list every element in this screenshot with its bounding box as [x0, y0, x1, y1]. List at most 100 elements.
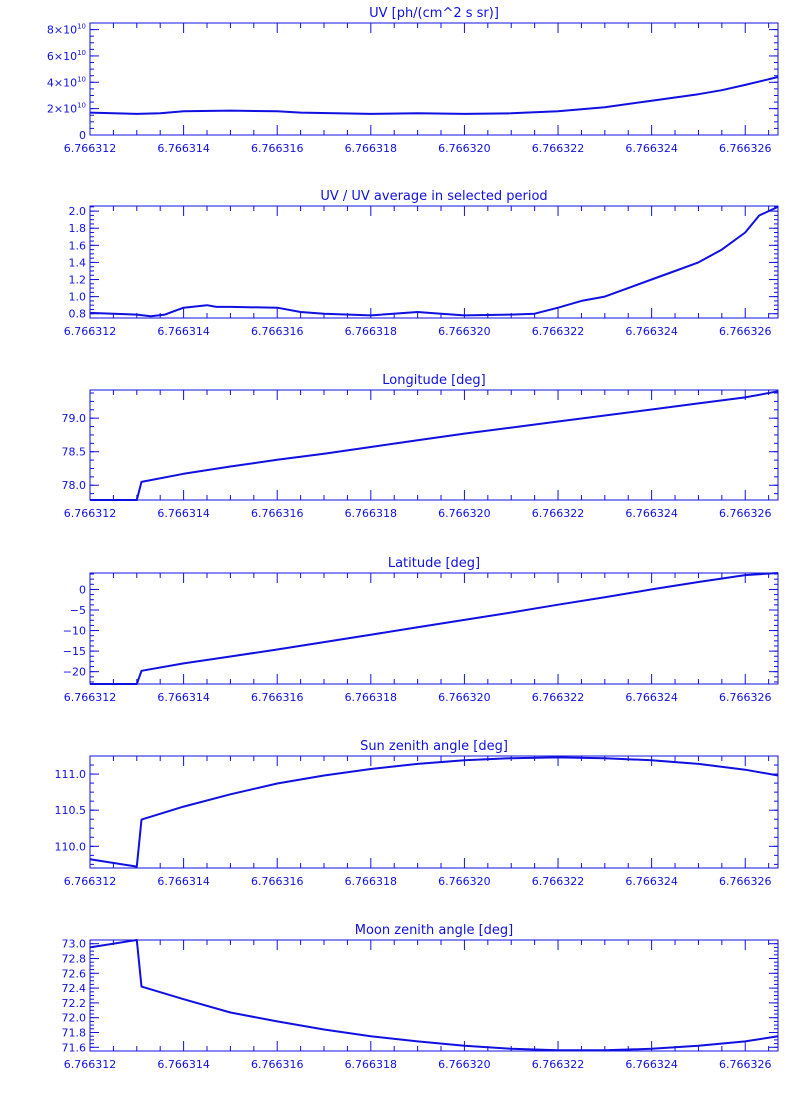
y-tick-label: −10 — [63, 625, 86, 638]
x-tick-label: 6.766324 — [625, 691, 678, 704]
chart-title: Latitude [deg] — [388, 556, 480, 571]
x-tick-label: 6.766324 — [625, 1058, 678, 1071]
y-tick-label: 110.0 — [55, 840, 87, 853]
x-tick-label: 6.766316 — [251, 1058, 304, 1071]
series-line — [89, 76, 779, 115]
chart-title: Sun zenith angle [deg] — [360, 739, 508, 754]
x-tick-label: 6.766326 — [719, 691, 772, 704]
x-tick-label: 6.766320 — [438, 325, 491, 338]
x-tick-label: 6.766326 — [719, 325, 772, 338]
x-tick-label: 6.766322 — [532, 691, 585, 704]
x-tick-label: 6.766320 — [438, 507, 491, 520]
series-line — [89, 756, 779, 868]
x-tick-label: 6.766312 — [64, 875, 117, 888]
x-tick-label: 6.766320 — [438, 875, 491, 888]
y-tick-label: 1.8 — [69, 222, 87, 235]
plot-frame — [89, 22, 779, 136]
y-tick-label: 72.8 — [62, 953, 87, 966]
x-tick-label: 6.766316 — [251, 142, 304, 155]
y-tick-label: 1.6 — [69, 239, 87, 252]
x-tick-label: 6.766314 — [157, 325, 210, 338]
x-tick-label: 6.766320 — [438, 1058, 491, 1071]
panel-6: Moon zenith angle [deg] 6.766312 6.766314 6… — [62, 923, 779, 1071]
x-tick-label: 6.766312 — [64, 507, 117, 520]
y-tick-label: 0.8 — [69, 308, 87, 321]
x-tick-label: 6.766320 — [438, 142, 491, 155]
x-tick-label: 6.766316 — [251, 875, 304, 888]
y-tick-label: −20 — [63, 666, 86, 679]
y-tick-label: 110.5 — [55, 804, 87, 817]
y-tick-label: 1.2 — [69, 274, 87, 287]
x-tick-label: 6.766312 — [64, 142, 117, 155]
x-tick-label: 6.766318 — [345, 691, 398, 704]
x-tick-label: 6.766314 — [157, 691, 210, 704]
x-tick-label: 6.766318 — [345, 507, 398, 520]
x-tick-label: 6.766326 — [719, 142, 772, 155]
x-tick-label: 6.766322 — [532, 325, 585, 338]
series-line — [89, 205, 779, 318]
x-tick-label: 6.766324 — [625, 142, 678, 155]
x-tick-label: 6.766324 — [625, 325, 678, 338]
x-tick-label: 6.766314 — [157, 142, 210, 155]
y-tick-label: 78.5 — [62, 446, 87, 459]
plot-frame — [89, 389, 779, 501]
x-tick-label: 6.766322 — [532, 1058, 585, 1071]
plot-frame — [89, 755, 779, 869]
x-tick-label: 6.766318 — [345, 1058, 398, 1071]
chart-title: UV / UV average in selected period — [320, 189, 547, 204]
y-tick-label: 78.0 — [62, 479, 87, 492]
y-tick-label: 0 — [79, 129, 86, 142]
x-tick-label: 6.766318 — [345, 142, 398, 155]
y-tick-label: 111.0 — [55, 768, 87, 781]
x-tick-label: 6.766322 — [532, 507, 585, 520]
x-tick-label: 6.766326 — [719, 507, 772, 520]
plot-frame — [89, 205, 779, 319]
panel-1: UV [ph/(cm^2 s sr)] 6.766312 6.766314 6.766… — [47, 6, 779, 155]
panel-4: Latitude [deg] 6.766312 6.766314 6.766316 6.… — [63, 556, 779, 704]
y-tick-label: 6×1010 — [47, 49, 86, 63]
series-line — [90, 572, 779, 685]
x-tick-label: 6.766322 — [532, 142, 585, 155]
x-tick-label: 6.766326 — [719, 1058, 772, 1071]
y-tick-label: 79.0 — [62, 412, 87, 425]
y-tick-label: 8×1010 — [47, 23, 86, 37]
x-tick-label: 6.766312 — [64, 325, 117, 338]
y-tick-label: 72.4 — [62, 982, 87, 995]
x-tick-label: 6.766312 — [64, 691, 117, 704]
x-tick-label: 6.766320 — [438, 691, 491, 704]
series-line — [89, 939, 779, 1052]
y-tick-label: 73.0 — [62, 938, 87, 951]
x-tick-label: 6.766318 — [345, 325, 398, 338]
y-tick-label: 0 — [79, 583, 86, 596]
x-tick-label: 6.766324 — [625, 507, 678, 520]
panel-3: Longitude [deg] 6.766312 6.766314 6.766316 6… — [62, 373, 779, 520]
x-tick-label: 6.766316 — [251, 507, 304, 520]
y-tick-label: 1.4 — [69, 256, 87, 269]
panel-5: Sun zenith angle [deg] 6.766312 6.766314 6.… — [55, 739, 779, 888]
y-tick-label: 72.6 — [62, 967, 87, 980]
chart-title: Moon zenith angle [deg] — [355, 923, 513, 938]
chart-title: Longitude [deg] — [382, 373, 485, 388]
y-tick-label: 2×1010 — [47, 102, 86, 116]
y-tick-label: 72.0 — [62, 1012, 87, 1025]
y-tick-label: 4×1010 — [47, 75, 86, 89]
y-tick-label: −15 — [63, 645, 86, 658]
x-tick-label: 6.766318 — [345, 875, 398, 888]
x-tick-label: 6.766314 — [157, 875, 210, 888]
series-line — [90, 390, 779, 501]
x-tick-label: 6.766324 — [625, 875, 678, 888]
plot-frame — [89, 572, 779, 685]
x-tick-label: 6.766312 — [64, 1058, 117, 1071]
panel-2: UV / UV average in selected period 6.7663… — [64, 189, 779, 338]
x-tick-label: 6.766314 — [157, 1058, 210, 1071]
x-tick-label: 6.766316 — [251, 691, 304, 704]
y-tick-label: 1.0 — [69, 291, 87, 304]
x-tick-label: 6.766322 — [532, 875, 585, 888]
y-tick-label: 71.8 — [62, 1027, 87, 1040]
x-tick-label: 6.766326 — [719, 875, 772, 888]
y-tick-label: 72.2 — [62, 997, 87, 1010]
y-tick-label: 2.0 — [69, 205, 87, 218]
x-tick-label: 6.766316 — [251, 325, 304, 338]
y-tick-label: 71.6 — [62, 1041, 87, 1054]
